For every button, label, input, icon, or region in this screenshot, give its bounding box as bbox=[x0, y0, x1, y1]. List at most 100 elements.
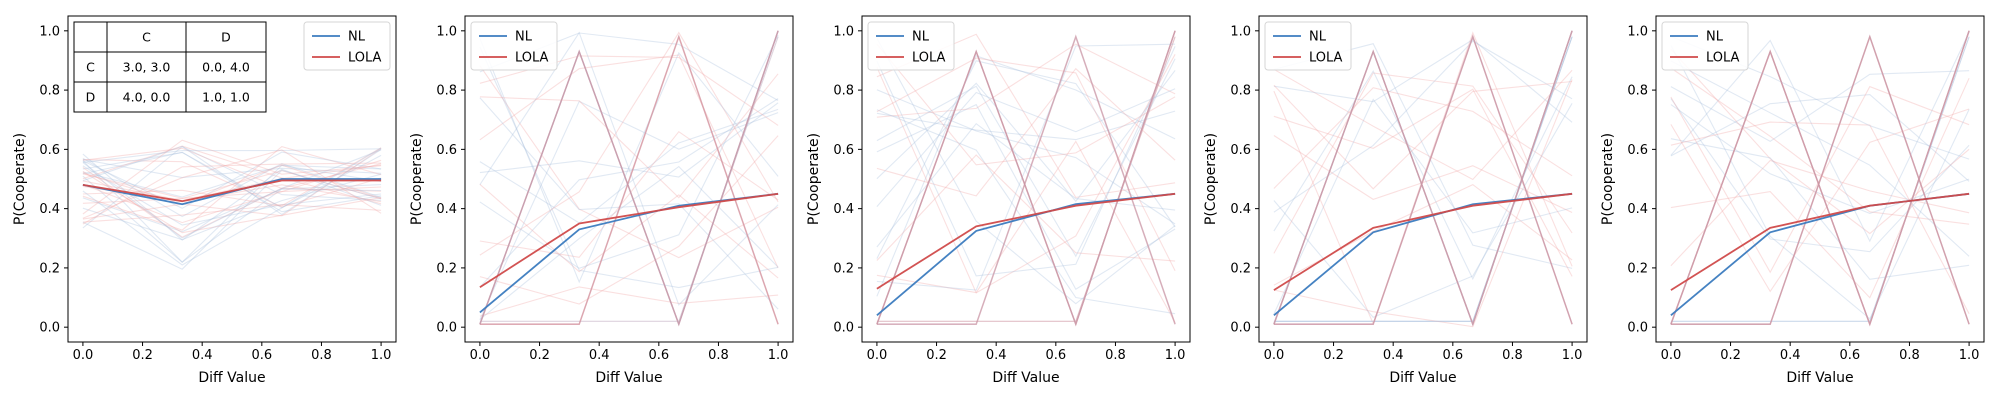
table-cell: 3.0, 3.0 bbox=[123, 60, 171, 75]
background-trajectories bbox=[1670, 30, 1970, 327]
y-tick-label: 1.0 bbox=[39, 24, 60, 39]
x-tick-label: 0.0 bbox=[1264, 348, 1285, 363]
x-tick-label: 0.0 bbox=[867, 348, 888, 363]
y-tick-label: 0.0 bbox=[1627, 321, 1648, 336]
background-trajectory bbox=[82, 171, 382, 234]
background-trajectory bbox=[479, 46, 779, 289]
table-cell: 4.0, 0.0 bbox=[123, 90, 171, 105]
background-trajectory bbox=[1670, 32, 1970, 243]
background-trajectory bbox=[876, 110, 1176, 141]
background-trajectory bbox=[876, 30, 1176, 327]
background-trajectories bbox=[82, 139, 382, 270]
background-trajectory bbox=[82, 165, 382, 226]
y-tick-label: 0.4 bbox=[1627, 202, 1648, 217]
series-line-lola bbox=[876, 192, 1176, 290]
y-axis-label: P(Cooperate) bbox=[1600, 133, 1616, 225]
table-cell: D bbox=[86, 90, 96, 105]
y-tick-label: 0.2 bbox=[833, 261, 854, 276]
background-trajectory bbox=[479, 31, 779, 256]
legend-box bbox=[470, 21, 558, 71]
background-trajectory bbox=[82, 147, 382, 220]
y-axis-label: P(Cooperate) bbox=[806, 133, 822, 225]
legend: NL LOLA bbox=[1264, 21, 1352, 71]
x-tick-label: 0.8 bbox=[708, 348, 729, 363]
background-trajectory bbox=[1670, 94, 1970, 182]
x-tick-label: 1.0 bbox=[768, 348, 789, 363]
background-trajectory bbox=[1273, 80, 1573, 190]
background-trajectory bbox=[876, 60, 1176, 259]
background-trajectory bbox=[876, 43, 1176, 166]
y-tick-label: 0.0 bbox=[1230, 321, 1251, 336]
background-trajectory bbox=[82, 184, 382, 233]
background-trajectory bbox=[876, 43, 1176, 291]
background-trajectory bbox=[1670, 60, 1970, 257]
y-tick-label: 0.4 bbox=[833, 202, 854, 217]
axes-frame bbox=[67, 15, 397, 343]
background-trajectory bbox=[1670, 121, 1970, 314]
background-trajectory bbox=[82, 183, 382, 224]
background-trajectory bbox=[82, 164, 382, 202]
background-trajectory bbox=[876, 43, 1176, 118]
y-tick-label: 1.0 bbox=[1230, 24, 1251, 39]
background-trajectory bbox=[1670, 70, 1970, 142]
axes-frame bbox=[861, 15, 1191, 343]
x-axis-label: Diff Value bbox=[1389, 370, 1456, 386]
legend-label: NL bbox=[348, 30, 366, 45]
background-trajectory bbox=[1670, 34, 1970, 326]
x-tick-label: 0.2 bbox=[132, 348, 153, 363]
background-trajectory bbox=[479, 54, 779, 269]
background-trajectory bbox=[82, 158, 382, 179]
background-trajectory bbox=[82, 147, 382, 192]
background-trajectory bbox=[1670, 67, 1970, 225]
background-trajectory bbox=[876, 46, 1176, 277]
background-trajectory bbox=[82, 151, 382, 213]
y-tick-label: 1.0 bbox=[1627, 24, 1648, 39]
legend-label: LOLA bbox=[1309, 51, 1343, 66]
x-tick-label: 0.4 bbox=[192, 348, 213, 363]
background-trajectory bbox=[1273, 72, 1573, 254]
background-trajectory bbox=[82, 164, 382, 263]
background-trajectories bbox=[876, 30, 1176, 327]
background-trajectory bbox=[479, 38, 779, 284]
background-trajectory bbox=[1273, 87, 1573, 189]
y-tick-label: 0.6 bbox=[833, 143, 854, 158]
table-frame bbox=[73, 21, 267, 113]
y-tick-label: 0.2 bbox=[436, 261, 457, 276]
background-trajectory bbox=[876, 109, 1176, 315]
background-trajectory bbox=[82, 159, 382, 199]
axes-frame bbox=[1655, 15, 1985, 343]
background-trajectory bbox=[876, 103, 1176, 290]
legend: NL LOLA bbox=[303, 21, 391, 71]
legend-label: LOLA bbox=[515, 51, 549, 66]
background-trajectory bbox=[479, 34, 779, 269]
background-trajectory bbox=[1273, 30, 1573, 327]
y-tick-label: 1.0 bbox=[833, 24, 854, 39]
table-cell: D bbox=[221, 30, 231, 45]
y-axis-label: P(Cooperate) bbox=[1203, 133, 1219, 225]
legend-box bbox=[1264, 21, 1352, 71]
x-axis-label: Diff Value bbox=[1786, 370, 1853, 386]
background-trajectory bbox=[82, 145, 382, 216]
legend-label: LOLA bbox=[348, 51, 382, 66]
y-axis-label: P(Cooperate) bbox=[12, 133, 28, 225]
background-trajectory bbox=[479, 31, 779, 306]
background-trajectories bbox=[479, 30, 779, 327]
table-cell: 1.0, 1.0 bbox=[202, 90, 250, 105]
background-trajectory bbox=[479, 30, 779, 327]
background-trajectory bbox=[479, 73, 779, 199]
x-tick-label: 1.0 bbox=[371, 348, 392, 363]
legend-box bbox=[1661, 21, 1749, 71]
y-axis-label: P(Cooperate) bbox=[409, 133, 425, 225]
background-trajectory bbox=[876, 154, 1176, 262]
background-trajectory bbox=[82, 147, 382, 266]
x-tick-label: 0.8 bbox=[1899, 348, 1920, 363]
background-trajectory bbox=[82, 164, 382, 205]
background-trajectory bbox=[876, 88, 1176, 207]
y-tick-label: 0.0 bbox=[833, 321, 854, 336]
x-tick-label: 1.0 bbox=[1959, 348, 1980, 363]
y-tick-label: 0.0 bbox=[436, 321, 457, 336]
x-tick-label: 0.0 bbox=[73, 348, 94, 363]
x-tick-label: 0.6 bbox=[251, 348, 272, 363]
background-trajectory bbox=[82, 145, 382, 229]
y-tick-label: 1.0 bbox=[436, 24, 457, 39]
